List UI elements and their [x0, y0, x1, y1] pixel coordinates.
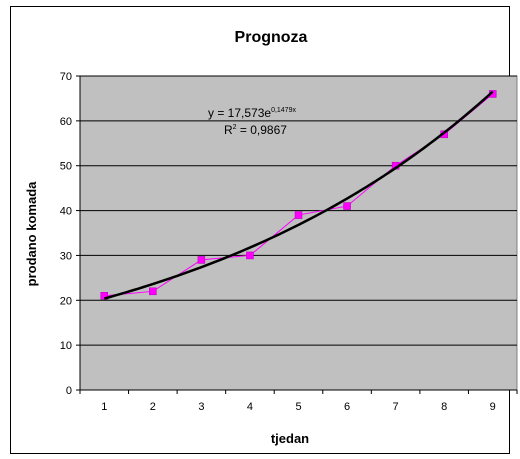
x-tick-label: 8	[441, 401, 447, 413]
y-tick-label: 40	[60, 206, 72, 218]
data-point	[246, 251, 254, 260]
y-tick-label: 0	[66, 385, 72, 397]
data-point	[100, 292, 109, 300]
plot-area: 0 10 20 30 40 50 60 70 1 2 3 4 5 6 7 8 9 y = 17,573e0,147…	[60, 71, 518, 413]
r2-prefix: R	[224, 123, 233, 137]
y-tick-label: 30	[60, 250, 72, 262]
equation-base: y = 17,573e	[208, 106, 271, 120]
y-tick-label: 50	[60, 161, 72, 173]
r2-exponent: 2	[233, 124, 237, 131]
x-tick-label: 3	[198, 401, 204, 413]
r-squared-label: R2 = 0,9867	[224, 123, 287, 137]
x-tick-label: 7	[393, 401, 399, 413]
y-tick-label: 70	[60, 71, 72, 83]
y-tick-label: 20	[60, 295, 72, 307]
x-axis-label: tjedan	[271, 431, 309, 446]
chart-title: Prognoza	[235, 29, 308, 46]
x-tick-label: 9	[490, 401, 496, 413]
plot-background	[79, 75, 518, 391]
x-tick-label: 4	[247, 401, 253, 413]
data-point	[343, 202, 351, 210]
data-point	[197, 256, 206, 264]
trendline	[103, 90, 494, 300]
x-tick-label: 1	[101, 401, 107, 413]
y-tick-label: 10	[60, 340, 72, 352]
x-tick-label: 2	[150, 401, 156, 413]
y-axis-label: prodano komada	[24, 181, 39, 287]
trendline-equation: y = 17,573e0,1479x	[208, 106, 296, 120]
y-tick-label: 60	[60, 116, 72, 128]
data-point	[294, 211, 303, 219]
x-tick-label: 6	[344, 401, 350, 413]
x-tick-label: 5	[295, 401, 301, 413]
r2-value: = 0,9867	[237, 123, 288, 137]
equation-exponent: 0,1479x	[271, 107, 296, 114]
data-point	[149, 287, 157, 296]
